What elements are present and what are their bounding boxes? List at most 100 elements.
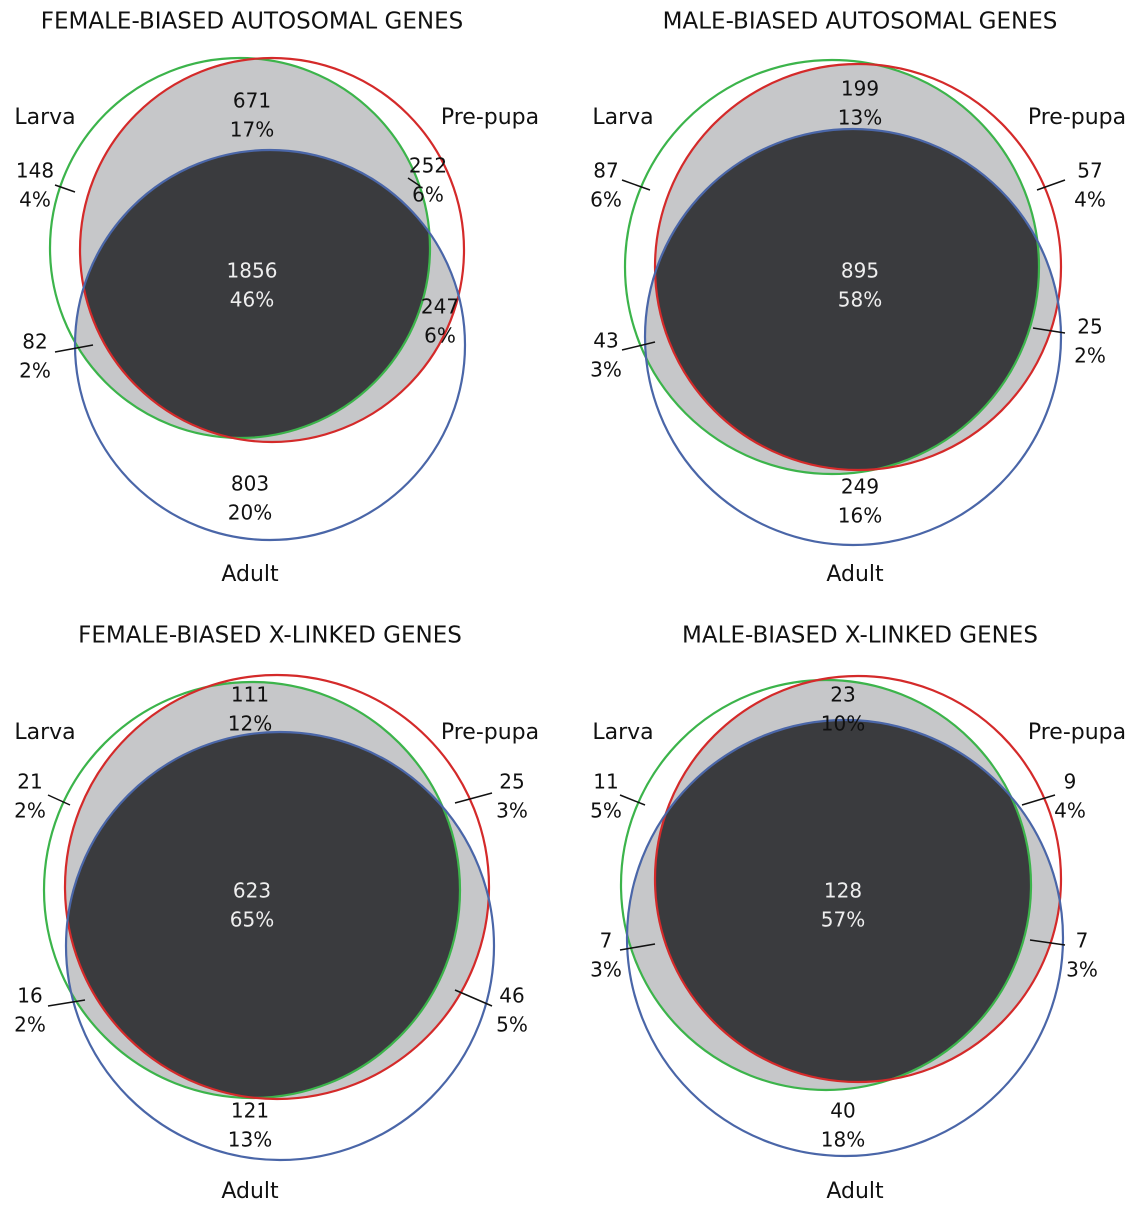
panel-title: MALE-BIASED AUTOSOMAL GENES: [663, 9, 1058, 35]
leader-line: [454, 989, 493, 1007]
set-label: Larva: [592, 105, 653, 130]
region-percent: 2%: [19, 359, 51, 383]
region-percent: 4%: [19, 188, 51, 212]
region-count: 1856: [227, 259, 278, 283]
leader-line: [1032, 327, 1066, 334]
region-percent: 2%: [1074, 344, 1106, 368]
region-percent: 13%: [838, 106, 882, 130]
region-count: 16: [17, 984, 42, 1008]
region-count: 148: [16, 159, 54, 183]
region-percent: 6%: [424, 324, 456, 348]
leader-line: [621, 179, 651, 191]
leader-line: [454, 792, 493, 804]
set-circle: [78, 56, 466, 444]
set-circle: [625, 718, 1065, 1158]
region-percent: 6%: [590, 188, 622, 212]
region-count: 121: [231, 1099, 269, 1123]
leader-line: [1036, 179, 1066, 191]
set-label: Pre-pupa: [1028, 720, 1126, 745]
leader-line: [619, 794, 646, 806]
region-percent: 12%: [228, 712, 272, 736]
region-percent: 16%: [838, 504, 882, 528]
region-percent: 18%: [821, 1128, 865, 1152]
region-percent: 13%: [228, 1128, 272, 1152]
region-count: 7: [1076, 929, 1089, 953]
set-circle: [653, 62, 1063, 472]
region-count: 803: [231, 472, 269, 496]
set-circle: [619, 678, 1033, 1092]
region-count: 21: [17, 770, 42, 794]
region-percent: 10%: [821, 712, 865, 736]
set-label: Adult: [221, 562, 279, 587]
region-count: 623: [233, 879, 271, 903]
set-circle: [63, 673, 491, 1101]
region-count: 111: [231, 683, 269, 707]
set-circle: [653, 674, 1063, 1084]
set-circle: [73, 148, 467, 542]
core-area: [655, 720, 1031, 1082]
venn-panel: FEMALE-BIASED X-LINKED GENES Larva Pre-pup…: [14, 623, 539, 1205]
set-label: Adult: [826, 562, 884, 587]
region-percent: 3%: [496, 799, 528, 823]
region-percent: 5%: [590, 799, 622, 823]
region-count: 252: [409, 154, 447, 178]
set-label: Pre-pupa: [441, 105, 539, 130]
leader-line: [47, 794, 71, 806]
region-count: 82: [22, 330, 47, 354]
venn-panel: MALE-BIASED AUTOSOMAL GENES Larva Pre-pupa…: [590, 9, 1126, 588]
leader-line: [1029, 939, 1066, 946]
region-count: 247: [421, 295, 459, 319]
leader-line: [407, 177, 421, 187]
panel-title: FEMALE-BIASED AUTOSOMAL GENES: [41, 9, 463, 35]
panel-title: MALE-BIASED X-LINKED GENES: [682, 623, 1038, 649]
region-percent: 20%: [228, 501, 272, 525]
region-percent: 4%: [1074, 188, 1106, 212]
region-percent: 2%: [14, 799, 46, 823]
region-count: 46: [499, 984, 524, 1008]
region-percent: 57%: [821, 908, 865, 932]
leader-line: [47, 999, 86, 1007]
region-percent: 6%: [412, 183, 444, 207]
set-label: Pre-pupa: [1028, 105, 1126, 130]
set-label: Larva: [14, 720, 75, 745]
set-label: Larva: [592, 720, 653, 745]
region-count: 43: [593, 329, 618, 353]
region-count: 9: [1064, 770, 1077, 794]
leader-line: [619, 943, 656, 951]
set-label: Larva: [14, 105, 75, 130]
region-count: 40: [830, 1099, 855, 1123]
core-area: [80, 150, 430, 438]
leader-line: [54, 344, 94, 353]
panel-title: FEMALE-BIASED X-LINKED GENES: [78, 623, 462, 649]
region-count: 128: [824, 879, 862, 903]
set-circle: [623, 58, 1041, 476]
leader-line: [54, 184, 76, 193]
set-label: Adult: [826, 1179, 884, 1204]
leader-line: [1021, 794, 1056, 806]
set-label: Adult: [221, 1179, 279, 1204]
leader-line: [621, 341, 656, 351]
region-count: 11: [593, 770, 618, 794]
set-circle: [48, 56, 432, 440]
set-circle: [643, 127, 1063, 547]
region-percent: 58%: [838, 288, 882, 312]
region-percent: 5%: [496, 1013, 528, 1037]
region-count: 671: [233, 89, 271, 113]
region-percent: 3%: [590, 958, 622, 982]
region-percent: 3%: [590, 358, 622, 382]
region-count: 87: [593, 159, 618, 183]
region-percent: 46%: [230, 288, 274, 312]
venn-panel: MALE-BIASED X-LINKED GENES Larva Pre-pupa A…: [590, 623, 1126, 1205]
region-count: 7: [600, 929, 613, 953]
set-circle: [64, 730, 496, 1162]
region-percent: 17%: [230, 118, 274, 142]
venn-panel: FEMALE-BIASED AUTOSOMAL GENES Larva Pre-pu…: [14, 9, 539, 588]
region-count: 249: [841, 475, 879, 499]
region-percent: 4%: [1054, 799, 1086, 823]
region-count: 199: [841, 77, 879, 101]
region-count: 25: [499, 770, 524, 794]
region-count: 25: [1077, 315, 1102, 339]
region-percent: 3%: [1066, 958, 1098, 982]
set-label: Pre-pupa: [441, 720, 539, 745]
